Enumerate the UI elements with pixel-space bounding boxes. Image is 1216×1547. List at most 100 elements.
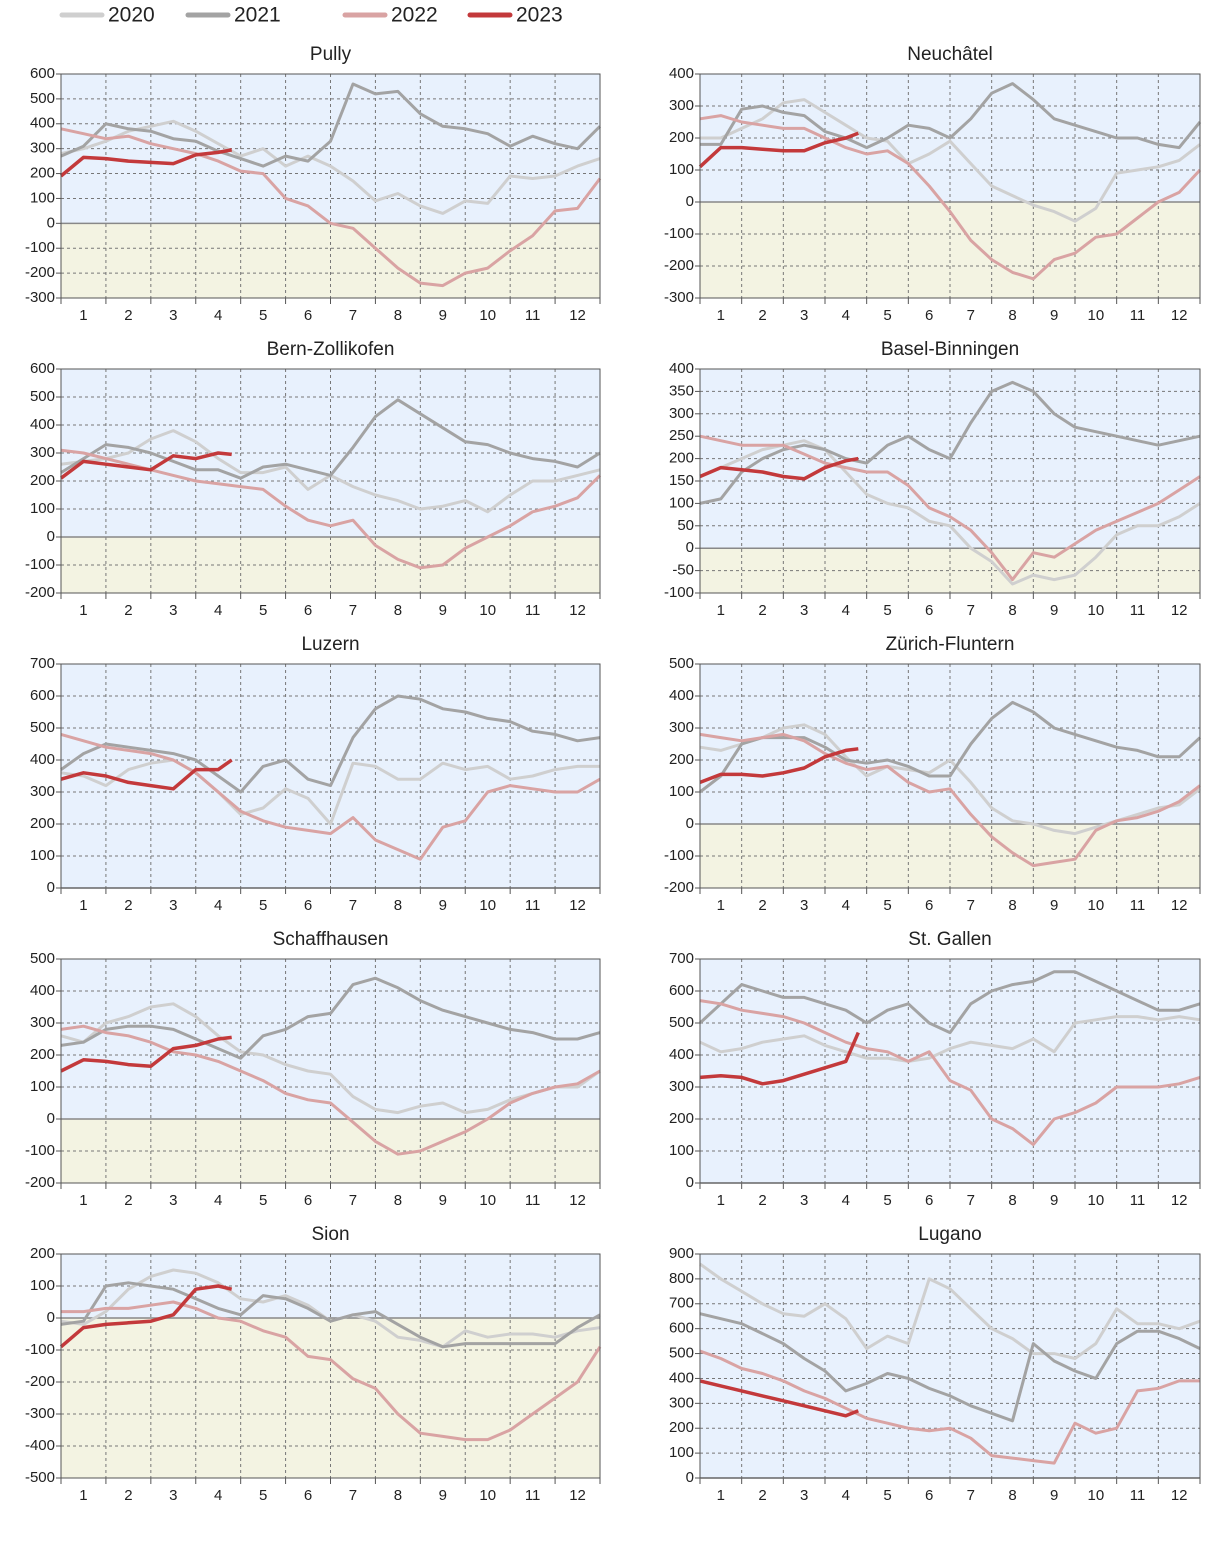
plot-frame: [699, 663, 1201, 889]
y-tick-label: 500: [669, 655, 694, 672]
plot-frame: [60, 663, 601, 889]
panel-title: Sion: [311, 1224, 349, 1245]
y-tick-label: 600: [30, 687, 55, 704]
x-tick-label: 1: [79, 1192, 87, 1209]
y-tick-label: 600: [669, 1320, 694, 1337]
x-tick-label: 2: [758, 1487, 766, 1504]
y-tick-label: 100: [30, 847, 55, 864]
series-line: [59, 1284, 233, 1349]
panel-title: Neuchâtel: [907, 44, 993, 65]
x-tick-label: 7: [967, 307, 975, 324]
y-tick-label: 0: [686, 815, 694, 832]
x-tick-label: 5: [883, 602, 891, 619]
series-line: [699, 380, 1201, 505]
y-tick-label: 200: [30, 1046, 55, 1063]
panel-title: St. Gallen: [908, 929, 991, 950]
x-tick-label: 1: [79, 1487, 87, 1504]
y-tick-label: 100: [669, 1444, 694, 1461]
x-tick-label: 3: [169, 897, 177, 914]
y-tick-label: 300: [669, 405, 694, 422]
x-tick-label: 4: [842, 897, 850, 914]
y-tick-label: -200: [25, 1174, 55, 1191]
series-line: [699, 1379, 859, 1418]
x-tick-label: 3: [169, 307, 177, 324]
x-tick-label: 1: [79, 602, 87, 619]
x-tick-label: 9: [1050, 307, 1058, 324]
y-tick-label: 400: [669, 360, 694, 377]
y-tick-label: 500: [30, 950, 55, 967]
y-tick-label: 0: [47, 879, 55, 896]
x-tick-label: 1: [79, 897, 87, 914]
y-tick-label: 500: [30, 388, 55, 405]
series-line: [61, 1300, 602, 1442]
y-tick-label: 700: [30, 655, 55, 672]
x-tick-label: 2: [124, 897, 132, 914]
x-tick-label: 9: [1050, 897, 1058, 914]
y-tick-label: -100: [25, 1341, 55, 1358]
x-tick-label: 12: [569, 602, 586, 619]
y-tick-label: -200: [664, 257, 694, 274]
positive-area: [61, 664, 600, 888]
x-tick-label: 12: [1171, 307, 1188, 324]
x-tick-label: 3: [800, 1192, 808, 1209]
x-tick-label: 2: [758, 897, 766, 914]
series-line: [699, 1031, 860, 1086]
x-tick-label: 1: [717, 1487, 725, 1504]
y-tick-label: 200: [30, 1245, 55, 1262]
y-tick-label: 0: [686, 539, 694, 556]
y-tick-label: 0: [47, 1110, 55, 1127]
y-tick-label: 400: [30, 115, 55, 132]
y-tick-label: 700: [669, 950, 694, 967]
x-tick-label: 6: [304, 1487, 312, 1504]
y-tick-label: 400: [30, 751, 55, 768]
x-tick-label: 9: [439, 897, 447, 914]
y-tick-label: -200: [25, 584, 55, 601]
x-tick-label: 3: [800, 307, 808, 324]
y-tick-label: -200: [664, 879, 694, 896]
x-tick-label: 9: [1050, 602, 1058, 619]
x-tick-label: 10: [1087, 897, 1104, 914]
x-tick-label: 11: [1130, 1192, 1146, 1209]
x-tick-label: 5: [259, 307, 267, 324]
series-line: [699, 747, 859, 785]
x-tick-label: 7: [349, 897, 357, 914]
x-tick-label: 7: [967, 1487, 975, 1504]
panel-title: Basel-Binningen: [881, 339, 1019, 360]
series-line: [699, 1349, 1200, 1465]
y-tick-label: 500: [669, 1014, 694, 1031]
x-tick-label: 1: [717, 1192, 725, 1209]
y-tick-label: 600: [669, 982, 694, 999]
x-tick-label: 12: [569, 1487, 586, 1504]
x-tick-label: 8: [1008, 897, 1016, 914]
x-tick-label: 4: [214, 1192, 222, 1209]
series-line: [698, 131, 859, 169]
x-tick-label: 9: [1050, 1487, 1058, 1504]
y-tick-label: 0: [686, 1174, 694, 1191]
x-tick-label: 5: [259, 897, 267, 914]
x-tick-label: 11: [525, 1192, 541, 1209]
series-line: [700, 98, 1201, 223]
series-line: [60, 127, 602, 288]
x-tick-label: 5: [259, 602, 267, 619]
y-tick-label: -300: [664, 289, 694, 306]
y-tick-label: 250: [669, 427, 694, 444]
y-tick-label: 400: [669, 1046, 694, 1063]
x-tick-label: 5: [259, 1192, 267, 1209]
y-tick-label: 600: [30, 360, 55, 377]
x-tick-label: 11: [1130, 1487, 1146, 1504]
x-tick-label: 2: [124, 307, 132, 324]
x-tick-label: 8: [394, 897, 402, 914]
series-line: [699, 700, 1202, 794]
x-tick-label: 10: [479, 307, 496, 324]
x-tick-label: 10: [1087, 602, 1104, 619]
y-tick-label: -100: [664, 225, 694, 242]
x-tick-label: 12: [1171, 1192, 1188, 1209]
series-line: [700, 82, 1202, 150]
x-tick-label: 3: [800, 602, 808, 619]
legend-label: 2020: [108, 4, 155, 27]
series-line: [60, 119, 601, 215]
x-tick-label: 3: [800, 1487, 808, 1504]
x-tick-label: 11: [1130, 602, 1146, 619]
x-tick-label: 6: [304, 307, 312, 324]
x-tick-label: 2: [758, 602, 766, 619]
